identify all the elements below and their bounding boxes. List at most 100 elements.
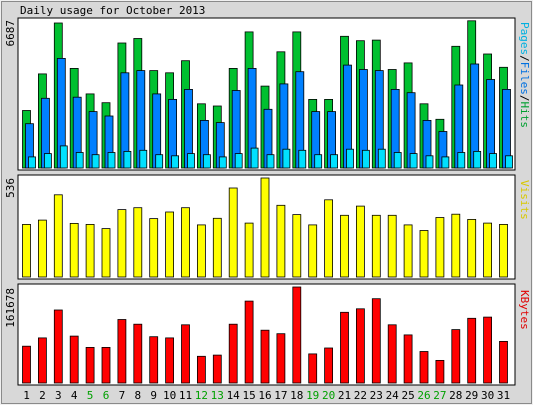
visits-bar xyxy=(22,223,31,278)
x-tick-label: 29 xyxy=(465,389,478,402)
visits-bar xyxy=(355,205,365,278)
legend-files: Files xyxy=(518,62,531,95)
pages-bar xyxy=(266,154,275,169)
visits-bar xyxy=(276,204,286,278)
pages-bar xyxy=(330,154,339,169)
x-tick-label: 13 xyxy=(211,389,224,402)
x-tick-label: 4 xyxy=(71,389,78,402)
visits-bar xyxy=(133,207,143,278)
pages-bar xyxy=(409,153,418,169)
x-tick-label: 15 xyxy=(242,389,255,402)
visits-bar xyxy=(467,218,477,278)
x-tick-label: 5 xyxy=(87,389,94,402)
visits-bar xyxy=(260,177,270,278)
visits-bar xyxy=(196,224,206,278)
kbytes-bar xyxy=(483,316,493,384)
pages-bar xyxy=(489,153,498,169)
pages-bar xyxy=(298,149,307,169)
pages-bar xyxy=(155,154,164,169)
visits-bar xyxy=(85,223,95,278)
chart-title: Daily usage for October 2013 xyxy=(20,4,205,17)
kbytes-ymax-label: 161678 xyxy=(4,288,17,328)
legend-visits: Visits xyxy=(518,180,531,220)
x-tick-label: 24 xyxy=(386,389,400,402)
x-tick-label: 25 xyxy=(401,389,414,402)
kbytes-bar xyxy=(499,340,508,384)
kbytes-bar xyxy=(196,355,206,384)
kbytes-bar xyxy=(435,359,445,384)
pages-bar xyxy=(250,147,259,169)
pages-bar xyxy=(473,150,482,169)
x-tick-label: 2 xyxy=(39,389,46,402)
visits-bar xyxy=(228,187,238,278)
x-tick-label: 19 xyxy=(306,389,319,402)
x-tick-label: 30 xyxy=(481,389,494,402)
kbytes-bar xyxy=(276,333,286,384)
x-tick-label: 12 xyxy=(195,389,208,402)
kbytes-bar xyxy=(260,329,270,384)
x-tick-label: 6 xyxy=(103,389,110,402)
kbytes-bar xyxy=(308,353,318,384)
kbytes-bar xyxy=(181,324,190,384)
x-tick-label: 21 xyxy=(338,389,351,402)
pages-bar xyxy=(282,148,291,169)
x-tick-label: 14 xyxy=(227,389,241,402)
pages-bar xyxy=(202,154,211,169)
legend-sep-1: / xyxy=(518,55,531,62)
kbytes-bar xyxy=(53,309,63,384)
pages-bar xyxy=(505,155,513,169)
x-tick-label: 28 xyxy=(449,389,462,402)
pages-bar xyxy=(361,149,370,169)
x-tick-label: 20 xyxy=(322,389,335,402)
visits-bar xyxy=(212,217,222,278)
pages-bar xyxy=(75,152,84,169)
kbytes-bar xyxy=(165,337,175,384)
pages-bar xyxy=(393,152,402,169)
x-axis-labels: 1 2 3 4 5 6 7 8 9 10 11 12 13 14 15 16 17 18 19 20 21 22 23 24 2… xyxy=(23,389,510,402)
pages-bar xyxy=(139,149,148,169)
visits-ymax-label: 536 xyxy=(4,178,17,198)
pages-bar xyxy=(28,156,36,169)
visits-bar xyxy=(101,228,111,278)
kbytes-bar xyxy=(355,308,365,384)
visits-bar xyxy=(387,214,397,278)
x-tick-label: 8 xyxy=(134,389,141,402)
x-tick-label: 18 xyxy=(290,389,303,402)
pages-bar xyxy=(234,153,243,169)
kbytes-bar xyxy=(451,329,461,384)
legend-sep-2: / xyxy=(518,95,531,102)
x-tick-label: 23 xyxy=(370,389,383,402)
bars-layer xyxy=(22,20,513,384)
visits-bar xyxy=(403,224,413,278)
kbytes-bar xyxy=(419,351,429,384)
pages-bar xyxy=(218,156,227,169)
x-tick-label: 17 xyxy=(274,389,287,402)
pages-bar xyxy=(59,145,68,169)
x-tick-label: 26 xyxy=(417,389,430,402)
x-tick-label: 7 xyxy=(119,389,126,402)
pages-bar xyxy=(425,155,434,169)
visits-bar xyxy=(117,209,127,278)
hits-ymax-label: 6687 xyxy=(4,20,17,47)
kbytes-bar xyxy=(212,354,222,384)
legend-hits: Hits xyxy=(518,102,531,129)
visits-bar xyxy=(149,218,159,278)
pages-bar xyxy=(441,156,450,169)
kbytes-bar xyxy=(292,286,302,384)
kbytes-bar xyxy=(85,346,95,384)
legend-pages: Pages xyxy=(518,22,531,55)
pages-bar xyxy=(377,148,386,169)
visits-bar xyxy=(38,219,47,278)
legend-kbytes: KBytes xyxy=(518,290,531,330)
visits-bar xyxy=(69,222,79,278)
kbytes-bar xyxy=(371,298,381,384)
kbytes-bar xyxy=(22,345,31,384)
kbytes-bar xyxy=(133,323,143,384)
visits-bar xyxy=(165,211,175,278)
kbytes-bar xyxy=(340,311,349,384)
visits-bar xyxy=(483,222,493,278)
visits-bar xyxy=(435,217,445,278)
